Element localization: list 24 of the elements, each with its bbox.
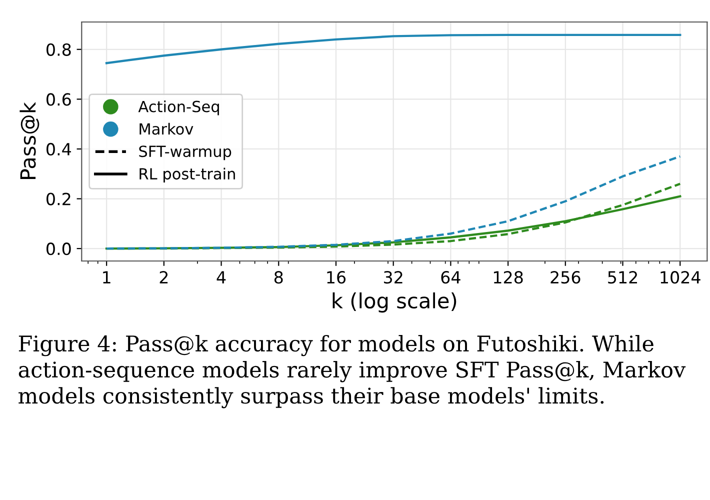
x-tick-label: 256 (550, 271, 580, 284)
x-tick-label: 8 (274, 271, 283, 284)
x-tick-label: 1 (103, 271, 110, 284)
legend-label: RL post-train (140, 168, 235, 183)
legend-label: Action-Seq (138, 100, 219, 116)
legend-label: SFT-warmup (139, 146, 232, 160)
x-tick-label: 32 (384, 271, 402, 284)
y-axis-title: Pass@k (20, 102, 40, 179)
x-tick-label: 2 (160, 271, 168, 284)
y-tick-label: 0.0 (46, 242, 71, 256)
legend-label: Markov (140, 122, 194, 135)
x-tick-label: 4 (216, 271, 226, 284)
y-tick-label: 0.2 (46, 192, 70, 206)
x-tick-label: 16 (327, 271, 346, 284)
y-tick-label: 0.6 (46, 93, 71, 106)
y-tick-label: 0.8 (46, 43, 71, 56)
x-tick-label: 64 (441, 271, 460, 284)
x-axis-title: k (log scale) (332, 292, 456, 313)
caption: Figure 4: Pass@k accuracy for models on Futoshiki. While action-sequence models rarely improve SFT Pass@k, Markov models consistently surpass their base models' limits. (18, 335, 686, 408)
y-tick-label: 0.4 (46, 142, 71, 156)
x-tick-label: 512 (608, 271, 637, 284)
x-tick-label: 1024 (660, 271, 700, 284)
line-series (105, 34, 682, 64)
x-tick-label: 128 (494, 271, 523, 284)
